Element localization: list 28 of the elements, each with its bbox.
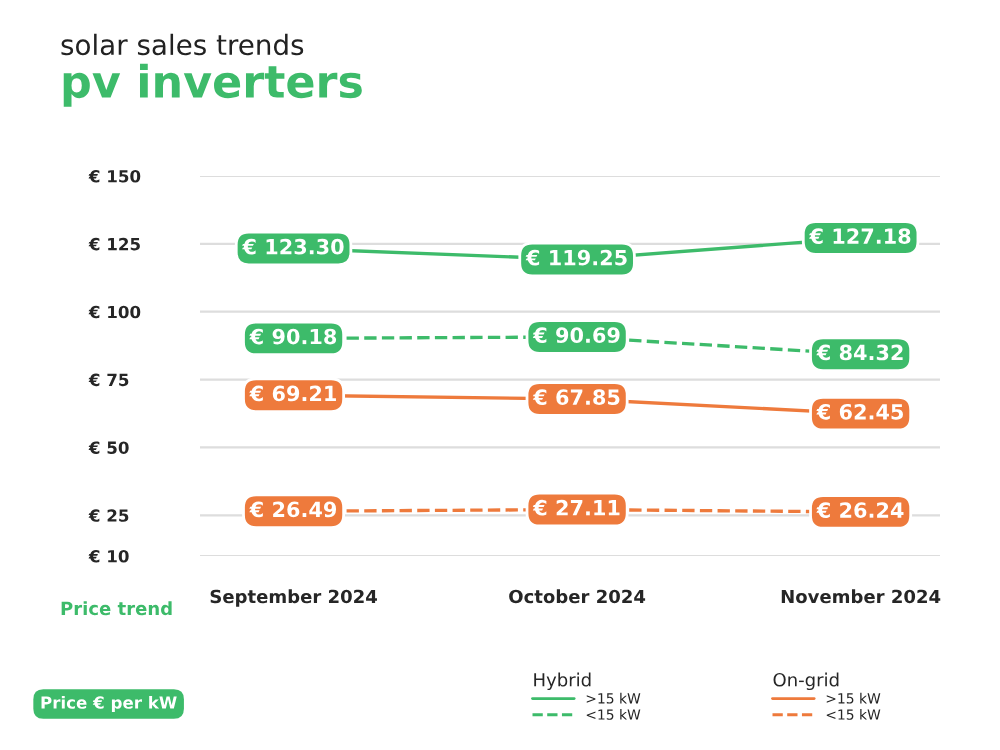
data-label: € 26.24 [816,502,904,518]
x-tick-label: November 2024 [781,589,941,604]
text: Price trend [61,601,172,616]
x-tick-label: October 2024 [509,589,646,604]
data-label: € 119.25 [525,249,627,266]
data-label: € 123.30 [242,238,344,255]
data-label: € 69.21 [249,385,336,402]
text: On-grid [773,672,839,691]
y-tick-label: € 25 [88,509,129,522]
x-tick-label: September 2024 [210,589,377,607]
data-label: € 90.69 [532,327,620,344]
y-tick-label: € 50 [88,441,129,454]
data-label: € 62.45 [816,403,903,420]
data-label: € 84.32 [816,344,903,361]
chart-subtitle: solar sales trends [61,33,304,56]
data-label: € 90.18 [249,328,337,345]
y-tick-label: € 100 [88,305,141,319]
chart-title: pv inverters [63,63,362,107]
y-tick-label: € 10 [88,549,129,563]
data-label: € 27.11 [532,499,620,516]
y-tick-label: € 75 [88,373,129,387]
data-label: € 67.85 [532,389,620,406]
text: Price € per kW [41,695,177,713]
text: Hybrid [534,672,591,691]
y-tick-label: € 125 [88,237,140,251]
data-label: € 26.49 [249,501,337,518]
y-tick-label: € 150 [88,169,141,183]
data-label: € 127.18 [809,228,911,244]
